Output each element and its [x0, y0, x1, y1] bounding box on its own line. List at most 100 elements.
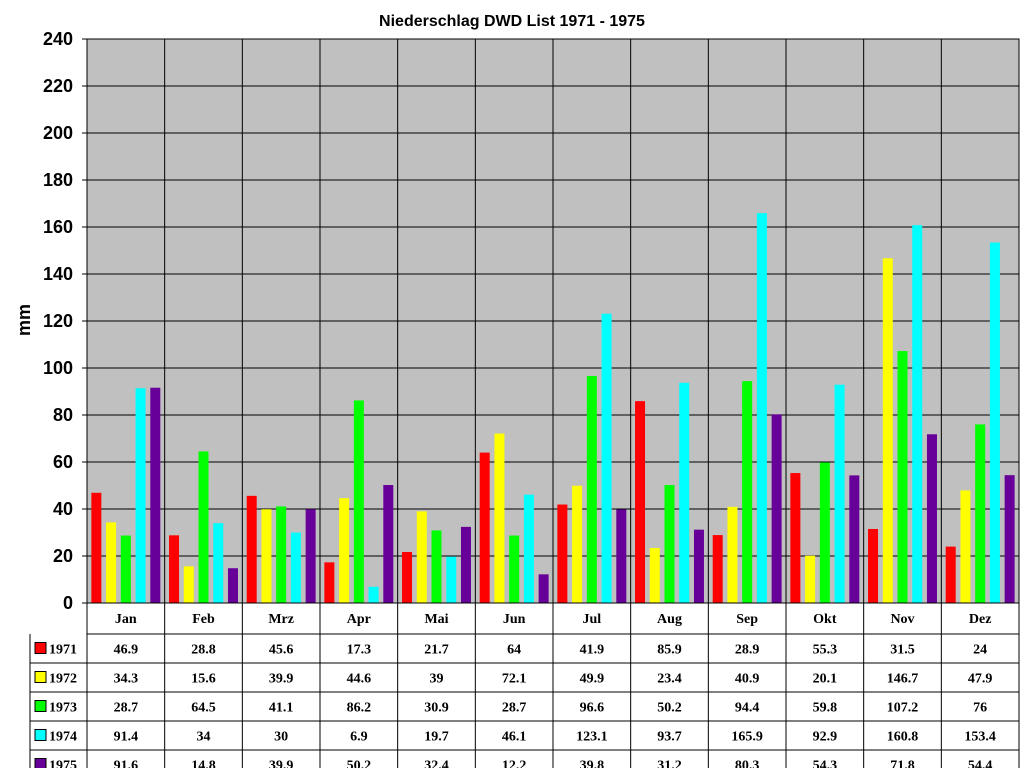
plot-area: 0 20 40 60 80 100 120 140 160 180 200 220 240 — [43, 29, 1020, 613]
bar-1973-Sep — [742, 381, 753, 603]
bar-1975-Jun — [538, 574, 549, 603]
bar-1972-Apr — [339, 498, 350, 603]
table-cell: 17.3 — [347, 643, 372, 658]
y-tick-label: 20 — [53, 546, 73, 566]
bar-1975-Feb — [227, 568, 238, 603]
bar-1975-Apr — [383, 485, 394, 603]
table-cell: 107.2 — [887, 701, 919, 716]
table-cell: 85.9 — [657, 643, 682, 658]
bar-1972-Mai — [416, 511, 427, 603]
bar-1972-Aug — [649, 548, 660, 603]
y-tick-label: 80 — [53, 405, 73, 425]
table-cell: 28.7 — [114, 701, 139, 716]
table-cell: 14.8 — [191, 759, 216, 768]
table-cell: 123.1 — [576, 730, 608, 745]
bar-1975-Jan — [150, 387, 161, 603]
table-cell: 28.7 — [502, 701, 527, 716]
table-cell: 50.2 — [347, 759, 372, 768]
table-cell: 94.4 — [735, 701, 760, 716]
table-cell: 15.6 — [191, 672, 216, 687]
legend-label: 1975 — [49, 759, 77, 768]
table-cell: 30 — [274, 730, 288, 745]
table-cell: 91.6 — [114, 759, 139, 768]
table-cell: 19.7 — [424, 730, 449, 745]
bar-1973-Feb — [198, 451, 209, 603]
bar-1971-Dez — [945, 546, 956, 603]
legend-swatch-1971 — [34, 642, 47, 654]
bar-1975-Dez — [1004, 475, 1015, 603]
bar-1971-Mai — [402, 552, 413, 603]
legend-swatch-1973 — [34, 700, 47, 712]
table-cell: 146.7 — [887, 672, 919, 687]
bar-1974-Mrz — [290, 532, 301, 603]
bar-1971-Sep — [712, 535, 723, 603]
bar-1972-Feb — [183, 566, 194, 603]
table-cell: 46.9 — [114, 643, 139, 658]
bar-1974-Apr — [368, 586, 379, 603]
bar-1974-Aug — [679, 382, 690, 603]
bar-1975-Mrz — [305, 509, 316, 603]
table-cell: 39.9 — [269, 672, 294, 687]
table-cell: 160.8 — [887, 730, 919, 745]
table-cell: 28.9 — [735, 643, 760, 658]
table-cell: 39.9 — [269, 759, 294, 768]
bar-1972-Jan — [106, 522, 117, 603]
bar-1973-Jul — [586, 375, 597, 603]
table-cell: 153.4 — [964, 730, 996, 745]
category-label: Feb — [192, 612, 215, 627]
bar-1974-Dez — [989, 242, 1000, 603]
category-label: Aug — [657, 612, 682, 627]
table-cell: 50.2 — [657, 701, 682, 716]
table-cell: 76 — [973, 701, 987, 716]
category-label: Nov — [890, 612, 914, 627]
table-cell: 165.9 — [731, 730, 763, 745]
table-cell: 92.9 — [813, 730, 838, 745]
table-cell: 28.8 — [191, 643, 216, 658]
table-cell: 46.1 — [502, 730, 527, 745]
legend-swatch-1972 — [34, 671, 47, 683]
table-cell: 21.7 — [424, 643, 449, 658]
legend-label: 1972 — [49, 672, 77, 687]
bar-1975-Sep — [771, 414, 782, 603]
table-cell: 20.1 — [813, 672, 838, 687]
bar-1971-Jun — [479, 452, 490, 603]
bar-1974-Mai — [446, 556, 457, 603]
table-cell: 47.9 — [968, 672, 993, 687]
y-tick-label: 100 — [43, 358, 73, 378]
table-cell: 12.2 — [502, 759, 527, 768]
category-label: Jul — [582, 612, 601, 627]
bar-1972-Nov — [882, 258, 893, 603]
bar-1973-Jun — [509, 535, 520, 603]
legend-label: 1971 — [49, 643, 77, 658]
table-cell: 54.4 — [968, 759, 993, 768]
bar-1975-Aug — [693, 529, 704, 603]
bar-1971-Aug — [635, 401, 646, 603]
chart-title: Niederschlag DWD List 1971 - 1975 — [379, 13, 645, 30]
table-cell: 80.3 — [735, 759, 760, 768]
bar-1973-Aug — [664, 485, 675, 603]
bar-1974-Nov — [912, 225, 923, 603]
bar-1974-Okt — [834, 384, 845, 603]
legend-swatch-1974 — [34, 729, 47, 741]
bar-1973-Okt — [819, 462, 830, 603]
legend-label: 1974 — [49, 730, 77, 745]
y-tick-label: 180 — [43, 170, 73, 190]
legend-swatch-1975 — [34, 758, 47, 768]
category-label: Mai — [424, 612, 448, 627]
table-cell: 41.9 — [580, 643, 605, 658]
bar-1975-Okt — [849, 475, 860, 603]
table-cell: 31.2 — [657, 759, 682, 768]
table-cell: 34.3 — [114, 672, 139, 687]
table-cell: 44.6 — [347, 672, 372, 687]
bar-1974-Feb — [213, 523, 224, 603]
bar-1971-Mrz — [246, 495, 257, 603]
y-axis-label: mm — [14, 304, 34, 336]
table-cell: 55.3 — [813, 643, 838, 658]
bar-1972-Okt — [805, 555, 816, 603]
bar-1975-Nov — [926, 434, 937, 603]
table-cell: 41.1 — [269, 701, 294, 716]
bar-1975-Jul — [616, 509, 627, 603]
table-cell: 39.8 — [580, 759, 605, 768]
category-label: Jun — [503, 612, 526, 627]
